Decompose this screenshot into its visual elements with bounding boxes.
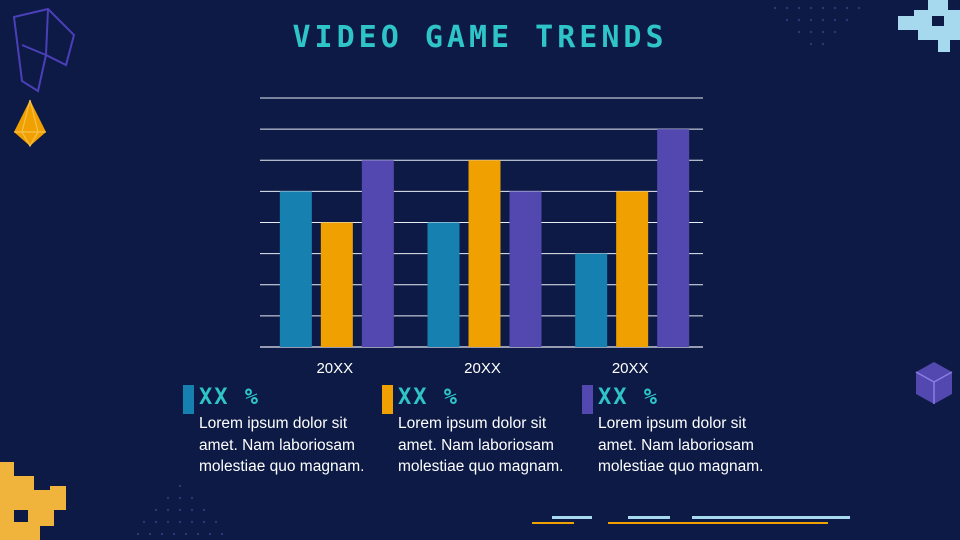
- bar-1-3: [361, 160, 394, 347]
- stat-card-percent: XX %: [598, 385, 659, 410]
- bar-1-2: [320, 222, 353, 347]
- x-tick-label: 20XX: [316, 360, 353, 377]
- stat-card-percent: XX %: [199, 385, 260, 410]
- cube-icon: [915, 362, 953, 404]
- stat-card-swatch: [183, 385, 194, 414]
- stat-card-swatch: [582, 385, 593, 414]
- dot-pattern-top: [773, 6, 861, 46]
- bar-1-1: [279, 191, 312, 347]
- chart-bars: [279, 129, 690, 347]
- chart-x-ticks: 20XX 20XX 20XX: [316, 360, 648, 377]
- pixel-invader-icon: [898, 0, 960, 52]
- bar-2-2: [468, 160, 501, 347]
- tetromino-outline-icon: [12, 7, 76, 93]
- gem-icon: [14, 99, 46, 148]
- bar-3-2: [616, 191, 649, 347]
- bar-2-3: [509, 191, 542, 347]
- bar-3-3: [657, 129, 690, 347]
- stat-card-percent: XX %: [398, 385, 459, 410]
- page-title: VIDEO GAME TRENDS: [292, 20, 668, 55]
- dot-pattern-bottom: [136, 484, 224, 536]
- stat-card-text: Lorem ipsum dolor sit amet. Nam laborios…: [199, 415, 365, 475]
- stat-card-text: Lorem ipsum dolor sit amet. Nam laborios…: [598, 415, 764, 475]
- x-tick-label: 20XX: [612, 360, 649, 377]
- stat-card-text: Lorem ipsum dolor sit amet. Nam laborios…: [398, 415, 564, 475]
- stat-card-swatch: [382, 385, 393, 414]
- x-tick-label: 20XX: [464, 360, 501, 377]
- bar-3-1: [575, 253, 608, 347]
- line-decoration: [532, 516, 850, 524]
- pixel-ghost-icon: [0, 462, 66, 540]
- bar-2-1: [427, 222, 460, 347]
